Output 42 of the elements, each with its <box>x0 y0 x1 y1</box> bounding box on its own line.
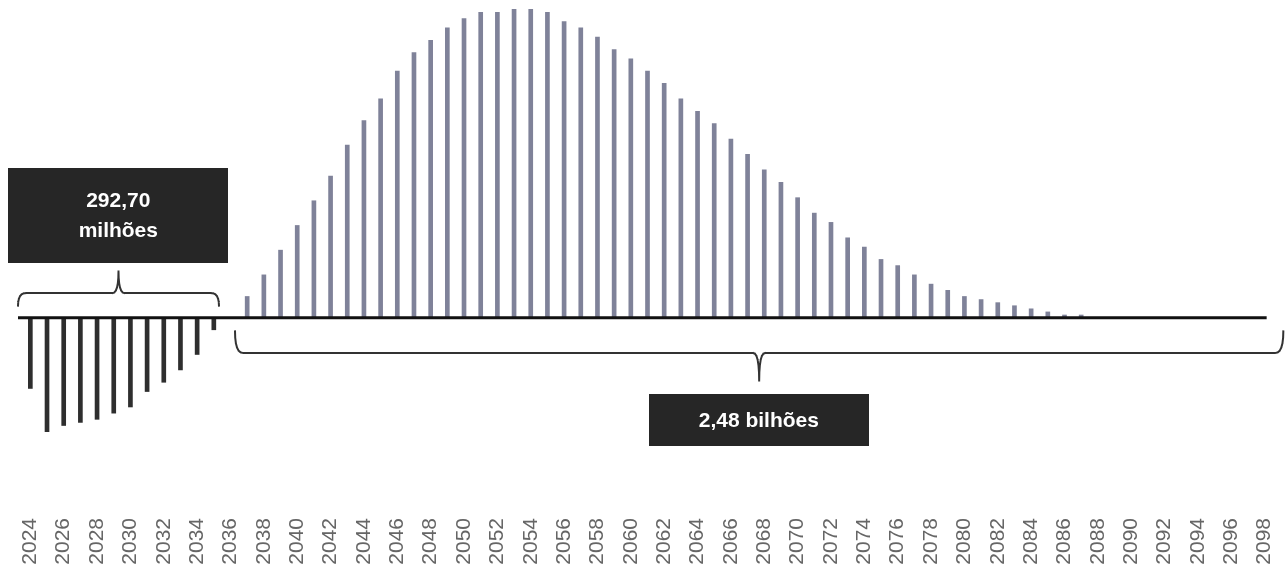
x-tick-label: 2076 <box>884 518 908 565</box>
x-tick-label: 2072 <box>817 518 841 565</box>
x-tick-label: 2036 <box>217 518 241 565</box>
x-tick-label: 2096 <box>1218 518 1242 565</box>
x-tick-label: 2056 <box>550 518 574 565</box>
x-tick-label: 2098 <box>1251 518 1275 565</box>
x-tick-label: 2028 <box>83 518 107 565</box>
x-tick-label: 2054 <box>517 517 541 565</box>
x-tick-label: 2046 <box>384 518 408 565</box>
annotation: 292,70 milhões <box>78 187 158 242</box>
x-tick-label: 2086 <box>1051 518 1075 565</box>
x-tick-label: 2068 <box>751 518 775 565</box>
x-tick-label: 2080 <box>951 518 975 565</box>
x-tick-label: 2042 <box>317 518 341 565</box>
x-tick-label: 2048 <box>417 518 441 565</box>
x-tick-label: 2088 <box>1084 518 1108 565</box>
x-tick-label: 2026 <box>50 518 74 565</box>
annotation: 2,48 bilhões <box>698 407 819 431</box>
x-tick-label: 2082 <box>984 518 1008 565</box>
x-tick-label: 2058 <box>584 518 608 565</box>
x-tick-label: 2024 <box>17 517 41 565</box>
x-tick-label: 2078 <box>917 518 941 565</box>
x-tick-label: 2032 <box>150 518 174 565</box>
x-tick-label: 2064 <box>684 517 708 565</box>
x-tick-label: 2066 <box>717 518 741 565</box>
callout-box: 292,70 milhões <box>8 167 229 263</box>
x-tick-label: 2060 <box>617 518 641 565</box>
x-tick-label: 2044 <box>350 517 374 565</box>
x-tick-label: 2040 <box>284 518 308 565</box>
x-tick-label: 2030 <box>117 518 141 565</box>
x-tick-label: 2074 <box>851 517 875 565</box>
x-tick-label: 2084 <box>1017 517 1041 565</box>
callout-box: 2,48 bilhões <box>648 393 869 447</box>
x-tick-label: 2052 <box>484 518 508 565</box>
x-tick-label: 2034 <box>183 517 207 565</box>
x-tick-label: 2090 <box>1118 518 1142 565</box>
x-tick-label: 2062 <box>650 518 674 565</box>
x-tick-label: 2038 <box>250 518 274 565</box>
x-tick-label: 2092 <box>1151 518 1175 565</box>
x-tick-label: 2050 <box>450 518 474 565</box>
x-tick-label: 2070 <box>784 518 808 565</box>
x-tick-label: 2094 <box>1184 517 1208 565</box>
